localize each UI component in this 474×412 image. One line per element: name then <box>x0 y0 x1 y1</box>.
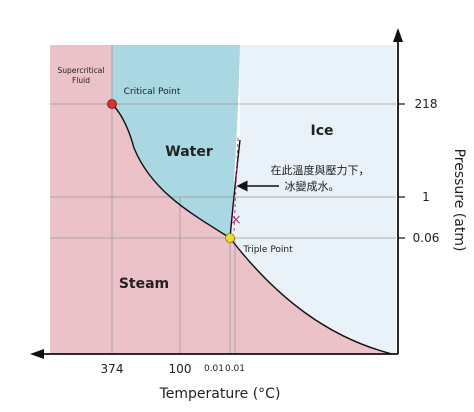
label-water: Water <box>165 144 213 160</box>
region-water <box>112 45 240 238</box>
label-triple-point: Triple Point <box>242 245 293 255</box>
y-tick-label: 0.06 <box>413 231 440 245</box>
label-ice: Ice <box>310 123 333 139</box>
x-tick-label: 374 <box>101 362 124 376</box>
label-supercritical-line2: Fluid <box>72 76 90 85</box>
y-axis-arrow-icon <box>393 28 403 42</box>
annotation-text-line1: 在此溫度與壓力下， <box>271 163 370 177</box>
region-ice <box>230 45 396 354</box>
y-axis-title: Pressure (atm) <box>451 149 467 252</box>
triple-point-marker <box>225 233 235 243</box>
x-tick-label: 0.01 <box>204 364 224 374</box>
annotation-text-line2: 冰變成水。 <box>285 179 340 193</box>
phase-boundaries <box>111 103 393 355</box>
dashed-melting-guide <box>233 137 239 233</box>
region-supercritical-fluid <box>50 45 112 104</box>
region-steam <box>50 104 392 354</box>
critical-point-marker <box>107 99 117 109</box>
x-axis-arrow-icon <box>30 349 44 359</box>
y-tick-label: 1 <box>422 190 430 204</box>
x-axis-title: Temperature (°C) <box>159 386 281 402</box>
x-tick-label: 100 <box>169 362 192 376</box>
y-tick-label: 218 <box>415 97 438 111</box>
label-steam: Steam <box>119 276 169 292</box>
label-critical-point: Critical Point <box>124 87 181 97</box>
label-supercritical-line1: Supercritical <box>58 66 105 75</box>
x-tick-label: 0.01 <box>225 364 245 374</box>
annotation-marker: × <box>230 212 242 228</box>
